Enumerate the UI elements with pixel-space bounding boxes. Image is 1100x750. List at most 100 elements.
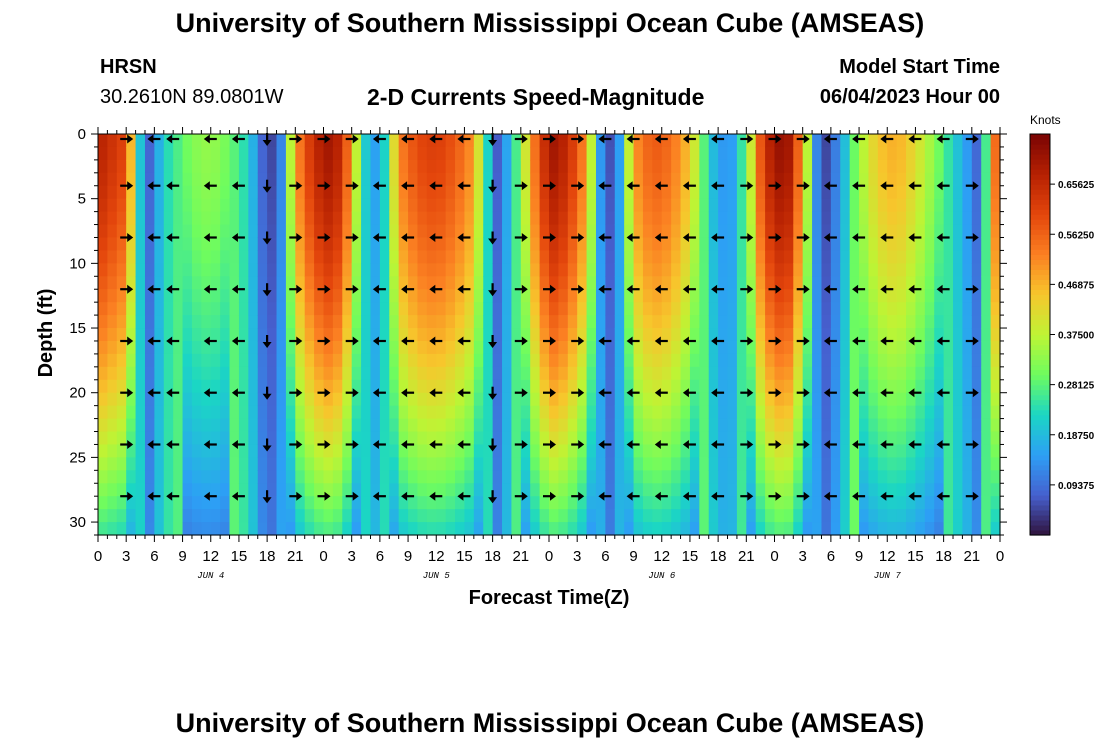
heatmap-cell [464, 496, 475, 510]
colorbar-segment [1030, 134, 1050, 140]
heatmap-cell [295, 185, 306, 200]
heatmap-cell [906, 224, 917, 239]
heatmap-cell [464, 457, 475, 471]
heatmap-cell [680, 250, 691, 264]
heatmap-cell [849, 431, 860, 446]
heatmap-cell [953, 276, 964, 290]
current-arrow [908, 491, 922, 501]
heatmap-cell [285, 263, 296, 277]
current-arrow-head [166, 491, 173, 501]
heatmap-cell [135, 276, 146, 290]
current-arrow [823, 336, 837, 346]
heatmap-cell [370, 522, 381, 536]
heatmap-cell [793, 237, 804, 252]
current-arrow [711, 233, 725, 242]
heatmap-cell [774, 431, 785, 446]
heatmap-cell [417, 470, 428, 484]
current-arrow [231, 181, 245, 191]
heatmap-cell [520, 457, 531, 471]
heatmap-cell [830, 470, 841, 484]
heatmap-cell [849, 418, 860, 433]
heatmap-cell [502, 146, 513, 161]
current-arrow [401, 134, 415, 144]
heatmap-cell [830, 366, 841, 381]
heatmap-cell [971, 366, 982, 381]
heatmap-cell [530, 263, 541, 277]
heatmap-cell [821, 211, 832, 226]
heatmap-cell [389, 211, 400, 226]
heatmap-cell [191, 263, 202, 277]
heatmap-cell [257, 457, 268, 471]
heatmap-cell [98, 134, 108, 148]
colorbar-segment [1030, 524, 1050, 531]
heatmap-cell [210, 289, 221, 303]
heatmap-cell [896, 470, 907, 484]
heatmap-cell [492, 392, 503, 407]
heatmap-cell [624, 496, 635, 510]
heatmap-cell [173, 366, 184, 381]
heatmap-cell [191, 224, 202, 239]
current-arrow [654, 181, 668, 191]
heatmap-cell [417, 483, 428, 497]
heatmap-cell [586, 172, 597, 187]
current-arrow-head [127, 134, 134, 144]
heatmap-cell [473, 211, 484, 226]
heatmap-cell [276, 392, 287, 407]
heatmap-cell [736, 353, 747, 368]
current-arrow-head [880, 284, 887, 294]
heatmap-cell [323, 483, 334, 497]
heatmap-cell [323, 509, 334, 523]
heatmap-cell [774, 237, 785, 252]
current-arrow-head [578, 440, 585, 449]
heatmap-cell [783, 134, 794, 148]
heatmap-cell [426, 159, 437, 174]
current-vector-arrows [120, 133, 979, 504]
heatmap-cell [98, 315, 108, 329]
heatmap-cell [379, 172, 390, 187]
current-arrow-head [972, 388, 979, 398]
heatmap-cell [370, 470, 381, 484]
heatmap-cell [953, 146, 964, 161]
heatmap-cell [436, 237, 447, 252]
current-arrow-head [352, 336, 359, 346]
heatmap-cell [426, 289, 437, 303]
heatmap-cell [736, 483, 747, 497]
current-arrow-head [147, 134, 154, 144]
heatmap-cell [220, 289, 231, 303]
heatmap-cell [502, 431, 513, 446]
heatmap-cell [718, 211, 729, 226]
heatmap-cell [323, 211, 334, 226]
heatmap-cell [971, 146, 982, 161]
heatmap-cell [802, 250, 813, 264]
heatmap-cell [257, 211, 268, 226]
heatmap-cell [342, 457, 353, 471]
heatmap-cell [408, 509, 419, 523]
current-arrow [936, 491, 950, 501]
heatmap-cell [812, 211, 823, 226]
heatmap-cell [417, 198, 428, 213]
heatmap-cell [342, 146, 353, 161]
heatmap-cell [370, 431, 381, 446]
current-arrow-head [852, 134, 859, 144]
heatmap-cell [567, 159, 578, 174]
heatmap-cell [144, 237, 155, 252]
heatmap-cell [962, 276, 973, 290]
heatmap-cell [210, 302, 221, 316]
heatmap-cell [549, 289, 559, 303]
heatmap-cell [821, 198, 832, 213]
heatmap-cell [774, 457, 785, 471]
colorbar-segment [1030, 364, 1050, 371]
heatmap-cell [906, 302, 917, 316]
heatmap-cell [915, 444, 926, 458]
heatmap-cell [408, 211, 419, 226]
heatmap-cell [492, 146, 503, 161]
heatmap-cell [323, 146, 334, 161]
heatmap-cell [210, 457, 221, 471]
heatmap-cell [689, 418, 700, 433]
x-tick-label: 6 [376, 548, 384, 565]
current-arrow [401, 388, 415, 398]
heatmap-cell [877, 250, 888, 264]
heatmap-cell [642, 315, 653, 329]
heatmap-cell [924, 159, 935, 174]
heatmap-cell [314, 522, 325, 536]
